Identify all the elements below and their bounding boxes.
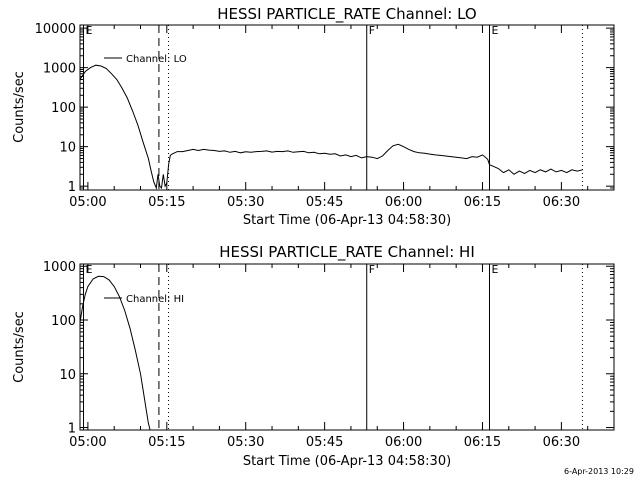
x-tick-label: 06:30: [543, 195, 580, 210]
chart-title-lo: HESSI PARTICLE_RATE Channel: LO: [217, 5, 476, 24]
event-marker-label: F: [369, 24, 375, 37]
x-axis-label-hi: Start Time (06-Apr-13 04:58:30): [243, 454, 451, 469]
y-axis-label-hi: Counts/sec: [12, 311, 27, 383]
y-axis-label-lo: Counts/sec: [12, 71, 27, 143]
x-tick-label: 06:15: [464, 195, 501, 210]
event-marker-label: E: [491, 263, 498, 276]
x-tick-label: 05:45: [306, 195, 343, 210]
plot-frame-lo: [79, 24, 615, 191]
x-axis-hi: 05:00 05:15 05:30 05:45 06:00 06:15 06:30: [69, 264, 589, 450]
x-tick-label: 05:15: [148, 435, 185, 450]
y-tick-label: 100: [51, 101, 76, 116]
x-tick-label: 05:30: [227, 195, 264, 210]
x-tick-label: 06:15: [464, 435, 501, 450]
y-tick-label: 1: [68, 422, 76, 437]
y-tick-label: 10000: [35, 22, 76, 37]
y-tick-label: 1000: [43, 62, 76, 77]
event-marker-label: E: [86, 263, 93, 276]
plot-frame-hi: [79, 263, 615, 431]
x-axis-lo: 05:00 05:15 05:30 05:45 06:00 06:15 06:30: [69, 25, 589, 210]
x-tick-label: 05:00: [69, 435, 106, 450]
legend-label-hi: Channel: HI: [126, 294, 184, 305]
y-tick-label: 10: [59, 368, 76, 383]
x-tick-label: 06:30: [543, 435, 580, 450]
event-marker-label: F: [369, 263, 375, 276]
event-marker-label: E: [491, 24, 498, 37]
y-tick-label: 1000: [43, 260, 76, 275]
x-tick-label: 05:15: [148, 195, 185, 210]
series-line-lo: [79, 64, 583, 190]
x-tick-label: 05:45: [306, 435, 343, 450]
x-tick-label: 05:00: [69, 195, 106, 210]
chart-title-hi: HESSI PARTICLE_RATE Channel: HI: [219, 243, 475, 262]
y-axis-hi: 1 10 100 1000: [43, 260, 614, 437]
y-tick-label: 10: [59, 141, 76, 156]
x-tick-label: 06:00: [385, 435, 422, 450]
y-axis-lo: 1 10 100 1000 10000: [35, 22, 614, 195]
x-tick-label: 05:30: [227, 435, 264, 450]
y-tick-label: 1: [68, 180, 76, 195]
footer-timestamp: 6-Apr-2013 10:29: [564, 467, 634, 476]
x-tick-label: 06:00: [385, 195, 422, 210]
legend-label-lo: Channel: LO: [126, 54, 187, 65]
series-line-hi: [79, 275, 151, 431]
y-tick-label: 100: [51, 314, 76, 329]
x-axis-label-lo: Start Time (06-Apr-13 04:58:30): [243, 213, 451, 228]
event-marker-label: E: [86, 24, 93, 37]
